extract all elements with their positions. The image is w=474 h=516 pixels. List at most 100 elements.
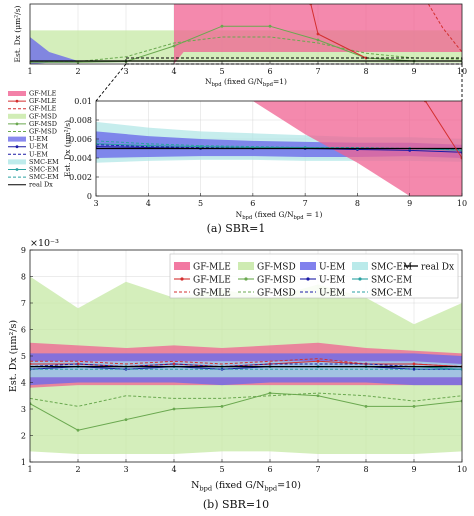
x-tick-label: 8 bbox=[355, 199, 360, 208]
y-tick-label: 8 bbox=[21, 273, 26, 282]
point-gf-msd bbox=[316, 394, 320, 398]
y-tick-label: 2 bbox=[21, 432, 26, 441]
legend-b-item-real-dx: real Dx bbox=[404, 263, 454, 273]
y-tick-label: 6 bbox=[21, 326, 26, 335]
legend-a-label: U-EM bbox=[29, 135, 48, 143]
point-gf-msd bbox=[124, 418, 128, 421]
series-gf-mle-dash bbox=[427, 4, 462, 53]
y-tick-label: 0.008 bbox=[69, 116, 92, 125]
x-tick-label: 3 bbox=[123, 67, 128, 76]
legend-b-label: GF-MSD bbox=[257, 289, 296, 299]
legend-a-item-gf-mle: GF-MLE bbox=[8, 97, 57, 105]
axes-frame bbox=[95, 100, 463, 197]
legend-swatch-marker bbox=[15, 145, 19, 149]
x-tick-label: 2 bbox=[75, 465, 80, 474]
y-tick-label: 1 bbox=[21, 458, 26, 467]
legend-b-item-gf-mle: GF-MLE bbox=[174, 289, 231, 299]
legend-swatch-marker bbox=[15, 168, 19, 171]
y-tick-label: 0.002 bbox=[69, 173, 92, 182]
legend-a-label: GF-MLE bbox=[29, 97, 57, 105]
point-gf-msd bbox=[76, 428, 80, 432]
point-gf-mle bbox=[412, 362, 416, 366]
point-gf-mle bbox=[172, 362, 176, 366]
legend-swatch-band bbox=[8, 113, 26, 119]
legend-swatch-band bbox=[8, 136, 26, 142]
legend-b-label: SMC-EM bbox=[371, 263, 412, 273]
zoom-region-box bbox=[125, 57, 463, 65]
legend-b-label: U-EM bbox=[319, 289, 345, 299]
y-tick-label: 7 bbox=[21, 299, 26, 308]
y-tick-label: 5 bbox=[21, 352, 26, 361]
x-tick-label: 5 bbox=[219, 67, 224, 76]
x-tick-label: 9 bbox=[411, 67, 416, 76]
legend-b-item-gf-mle: GF-MLE bbox=[174, 262, 231, 273]
legend-swatch-band bbox=[300, 262, 316, 270]
series-u-em-dash bbox=[30, 363, 462, 368]
legend-a-item-u-em: U-EM bbox=[8, 143, 48, 151]
x-tick-label: 3 bbox=[123, 465, 128, 474]
legend-a-item-smc-em: SMC-EM bbox=[8, 158, 59, 166]
plot-area bbox=[30, 276, 462, 455]
legend-b-label: U-EM bbox=[319, 263, 345, 273]
series-u-em-line bbox=[30, 366, 462, 370]
legend-b-item-smc-em: SMC-EM bbox=[352, 289, 412, 299]
legend-a-item-real-dx: real Dx bbox=[8, 181, 53, 189]
plot-area bbox=[30, 4, 462, 64]
x-tick-label: 6 bbox=[250, 199, 255, 208]
legend-swatch-marker bbox=[244, 277, 248, 281]
x-axis-label: Nbpd (fixed G/Nbpd=10) bbox=[191, 480, 301, 492]
legend-b-item-u-em: U-EM bbox=[300, 276, 345, 286]
legend-swatch-band bbox=[352, 262, 368, 270]
x-tick-label: 1 bbox=[27, 67, 32, 76]
legend-a-label: SMC-EM bbox=[29, 173, 59, 181]
x-tick-label: 10 bbox=[457, 465, 467, 474]
legend-swatch-marker bbox=[180, 277, 184, 281]
x-tick-label: 10 bbox=[457, 199, 467, 208]
legend-swatch-band bbox=[238, 262, 254, 270]
legend-b-label: SMC-EM bbox=[371, 276, 412, 286]
legend-b-item-u-em: U-EM bbox=[300, 262, 345, 273]
point-gf-msd bbox=[172, 407, 176, 411]
x-tick-label: 5 bbox=[198, 199, 203, 208]
x-tick-label: 4 bbox=[171, 465, 176, 474]
y-tick-label: 0.01 bbox=[74, 97, 92, 106]
legend-a-item-smc-em: SMC-EM bbox=[8, 173, 59, 181]
point-gf-msd bbox=[172, 44, 176, 48]
panel-a-zoom-chart: 3 4 5 6 7 8 9 10 0 0.002 0.004 0.006 0.008 0.01 Nbpd (… bbox=[8, 90, 467, 221]
band-u-em bbox=[30, 37, 78, 64]
legend-a-label: U-EM bbox=[29, 150, 48, 158]
x-tick-label: 2 bbox=[75, 67, 80, 76]
point-gf-mle bbox=[316, 359, 320, 363]
legend-a-item-u-em: U-EM bbox=[8, 150, 48, 158]
legend-b-label: U-EM bbox=[319, 276, 345, 286]
x-tick-label: 7 bbox=[315, 465, 320, 474]
y-tick-label: 4 bbox=[21, 379, 26, 388]
legend-swatch-marker bbox=[15, 122, 19, 126]
legend-b-item-gf-msd: GF-MSD bbox=[238, 289, 296, 299]
point-gf-mle bbox=[76, 362, 80, 366]
point-gf-msd bbox=[220, 404, 224, 408]
y-tick-label: 3 bbox=[21, 405, 26, 414]
x-tick-label: 9 bbox=[411, 465, 416, 474]
legend-b-item-smc-em: SMC-EM bbox=[352, 262, 412, 273]
legend-a-item-u-em: U-EM bbox=[8, 135, 48, 143]
legend-b: GF-MLE GF-MLE GF-MLE GF-MSD GF-MSD GF-MSD U-EM… bbox=[169, 253, 459, 299]
panel-b-chart: 1 2 3 4 5 6 7 8 9 10 1 2 3 4 5 6 7 8 9 Nbpd (fixed G/Nbpd=1… bbox=[8, 238, 467, 492]
plot-area bbox=[96, 101, 462, 196]
y-tick-label: 9 bbox=[21, 246, 26, 255]
point-smc-em bbox=[146, 144, 150, 148]
x-tick-label: 8 bbox=[363, 465, 368, 474]
y-exponent-label: ×10⁻³ bbox=[30, 238, 59, 249]
x-tick-label: 6 bbox=[267, 67, 272, 76]
legend-b-label: real Dx bbox=[421, 263, 454, 273]
legend-a-item-gf-msd: GF-MSD bbox=[8, 120, 57, 128]
x-tick-label: 9 bbox=[407, 199, 412, 208]
zoom-connector-left bbox=[95, 63, 127, 102]
y-axis-label: Est. Dx (μm²/s) bbox=[63, 120, 72, 177]
point-u-em bbox=[412, 367, 416, 371]
x-axis-label: Nbpd (fixed G/Nbpd = 1) bbox=[236, 210, 323, 221]
legend-a-item-gf-mle: GF-MLE bbox=[8, 105, 57, 113]
legend-a-label: GF-MSD bbox=[29, 120, 57, 128]
legend-a-item-smc-em: SMC-EM bbox=[8, 166, 59, 174]
